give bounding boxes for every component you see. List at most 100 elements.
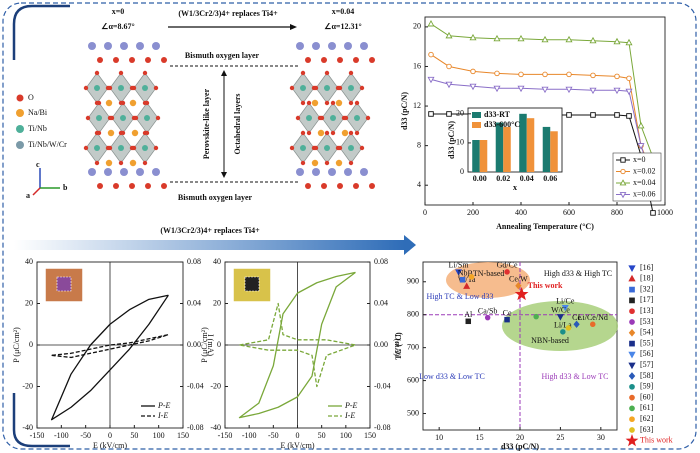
marker bbox=[446, 63, 452, 70]
atom bbox=[324, 145, 330, 151]
y-tick-label: 0.08 bbox=[187, 257, 201, 266]
marker bbox=[629, 319, 635, 325]
marker bbox=[542, 71, 548, 78]
x-tick-label: 200 bbox=[467, 208, 479, 217]
marker bbox=[629, 416, 635, 423]
atom bbox=[129, 159, 137, 167]
x-tick-label: 20 bbox=[516, 433, 524, 442]
legend-label: [54] bbox=[640, 328, 654, 337]
marker bbox=[484, 314, 491, 321]
marker bbox=[620, 168, 626, 175]
y-tick-label: 700 bbox=[407, 342, 419, 351]
x-tick-label: 100 bbox=[153, 431, 165, 440]
region bbox=[502, 301, 618, 351]
marker bbox=[541, 86, 549, 94]
legend-atom bbox=[16, 109, 24, 117]
x-tick-label: -100 bbox=[242, 431, 257, 440]
region-label: NBN-based bbox=[531, 336, 569, 345]
marker bbox=[561, 304, 569, 312]
legend-label: [16] bbox=[640, 263, 654, 272]
marker bbox=[494, 70, 500, 77]
y-axis-label: d33 (pC/N) bbox=[400, 92, 409, 130]
atom bbox=[319, 115, 325, 121]
x-tick-label: 0 bbox=[296, 431, 300, 440]
marker bbox=[628, 351, 636, 359]
marker bbox=[428, 111, 434, 117]
y-axis-label: d33 (pC/N) bbox=[447, 121, 456, 159]
atom bbox=[131, 145, 137, 151]
inset-image bbox=[244, 276, 260, 292]
atom bbox=[142, 160, 148, 166]
y-tick-label: 600 bbox=[407, 375, 419, 384]
marker bbox=[626, 75, 632, 82]
marker bbox=[469, 83, 477, 91]
marker bbox=[493, 85, 501, 93]
point-label: Li/Ce/Nd bbox=[578, 313, 608, 322]
corner-bracket bbox=[12, 4, 70, 60]
point-label: W/Ce bbox=[551, 306, 570, 315]
atom bbox=[321, 57, 327, 63]
atom bbox=[348, 85, 354, 91]
atom bbox=[311, 99, 319, 107]
legend-label: x=0.06 bbox=[633, 189, 656, 198]
atom bbox=[129, 99, 137, 107]
marker bbox=[628, 265, 636, 273]
x-axis-label: x bbox=[513, 183, 517, 192]
legend-label: P-E bbox=[157, 401, 171, 410]
y-tick-label: 10 bbox=[456, 138, 464, 147]
marker bbox=[514, 287, 529, 301]
atom bbox=[145, 57, 151, 63]
y-tick-label: 0.00 bbox=[374, 340, 388, 349]
layer-label: Octahedral layers bbox=[233, 93, 242, 154]
atom bbox=[144, 100, 150, 106]
x-tick-label: -50 bbox=[268, 431, 279, 440]
marker bbox=[614, 112, 620, 118]
atom bbox=[354, 115, 360, 121]
legend-label: P-E bbox=[344, 401, 358, 410]
atom bbox=[306, 100, 312, 106]
atom bbox=[113, 57, 119, 63]
atom bbox=[300, 145, 306, 151]
bar bbox=[542, 126, 551, 172]
corner-bracket bbox=[12, 393, 70, 448]
legend-label: [17] bbox=[640, 295, 654, 304]
atom bbox=[359, 145, 365, 151]
atom bbox=[113, 183, 119, 189]
x-tick-label: -150 bbox=[218, 431, 233, 440]
label-angle: ∠α=12.31° bbox=[324, 22, 361, 31]
legend-label: x=0 bbox=[633, 155, 646, 164]
bar bbox=[479, 140, 488, 172]
label-angle: ∠α=8.67° bbox=[101, 22, 134, 31]
atom bbox=[324, 130, 330, 136]
y-tick-label: 20 bbox=[456, 109, 464, 118]
axis-arrow bbox=[32, 187, 41, 196]
x-tick-label: 0.06 bbox=[543, 174, 557, 183]
y-tick-label: 40 bbox=[25, 257, 33, 266]
atom bbox=[348, 100, 354, 106]
atom bbox=[330, 130, 336, 136]
point-label: Nb bbox=[458, 269, 468, 278]
y2-axis-label: I (mA) bbox=[206, 334, 215, 356]
atom bbox=[348, 145, 354, 151]
atom bbox=[365, 115, 371, 121]
marker bbox=[619, 179, 627, 186]
atom bbox=[94, 85, 100, 91]
legend-label: x=0.02 bbox=[633, 166, 656, 175]
legend-label: This work bbox=[640, 436, 673, 445]
inset-image bbox=[56, 276, 72, 292]
marker bbox=[613, 37, 621, 45]
atom bbox=[94, 160, 100, 166]
atom bbox=[328, 168, 336, 176]
marker bbox=[465, 318, 472, 325]
atom bbox=[129, 57, 135, 63]
legend-label: Ti/Nb bbox=[28, 124, 47, 133]
atom bbox=[142, 85, 148, 91]
x-tick-label: -150 bbox=[30, 431, 45, 440]
x-tick-label: 0.00 bbox=[473, 174, 487, 183]
marker bbox=[589, 36, 597, 44]
atom bbox=[88, 168, 96, 176]
atom bbox=[369, 183, 375, 189]
marker bbox=[565, 35, 573, 43]
marker bbox=[469, 33, 477, 41]
